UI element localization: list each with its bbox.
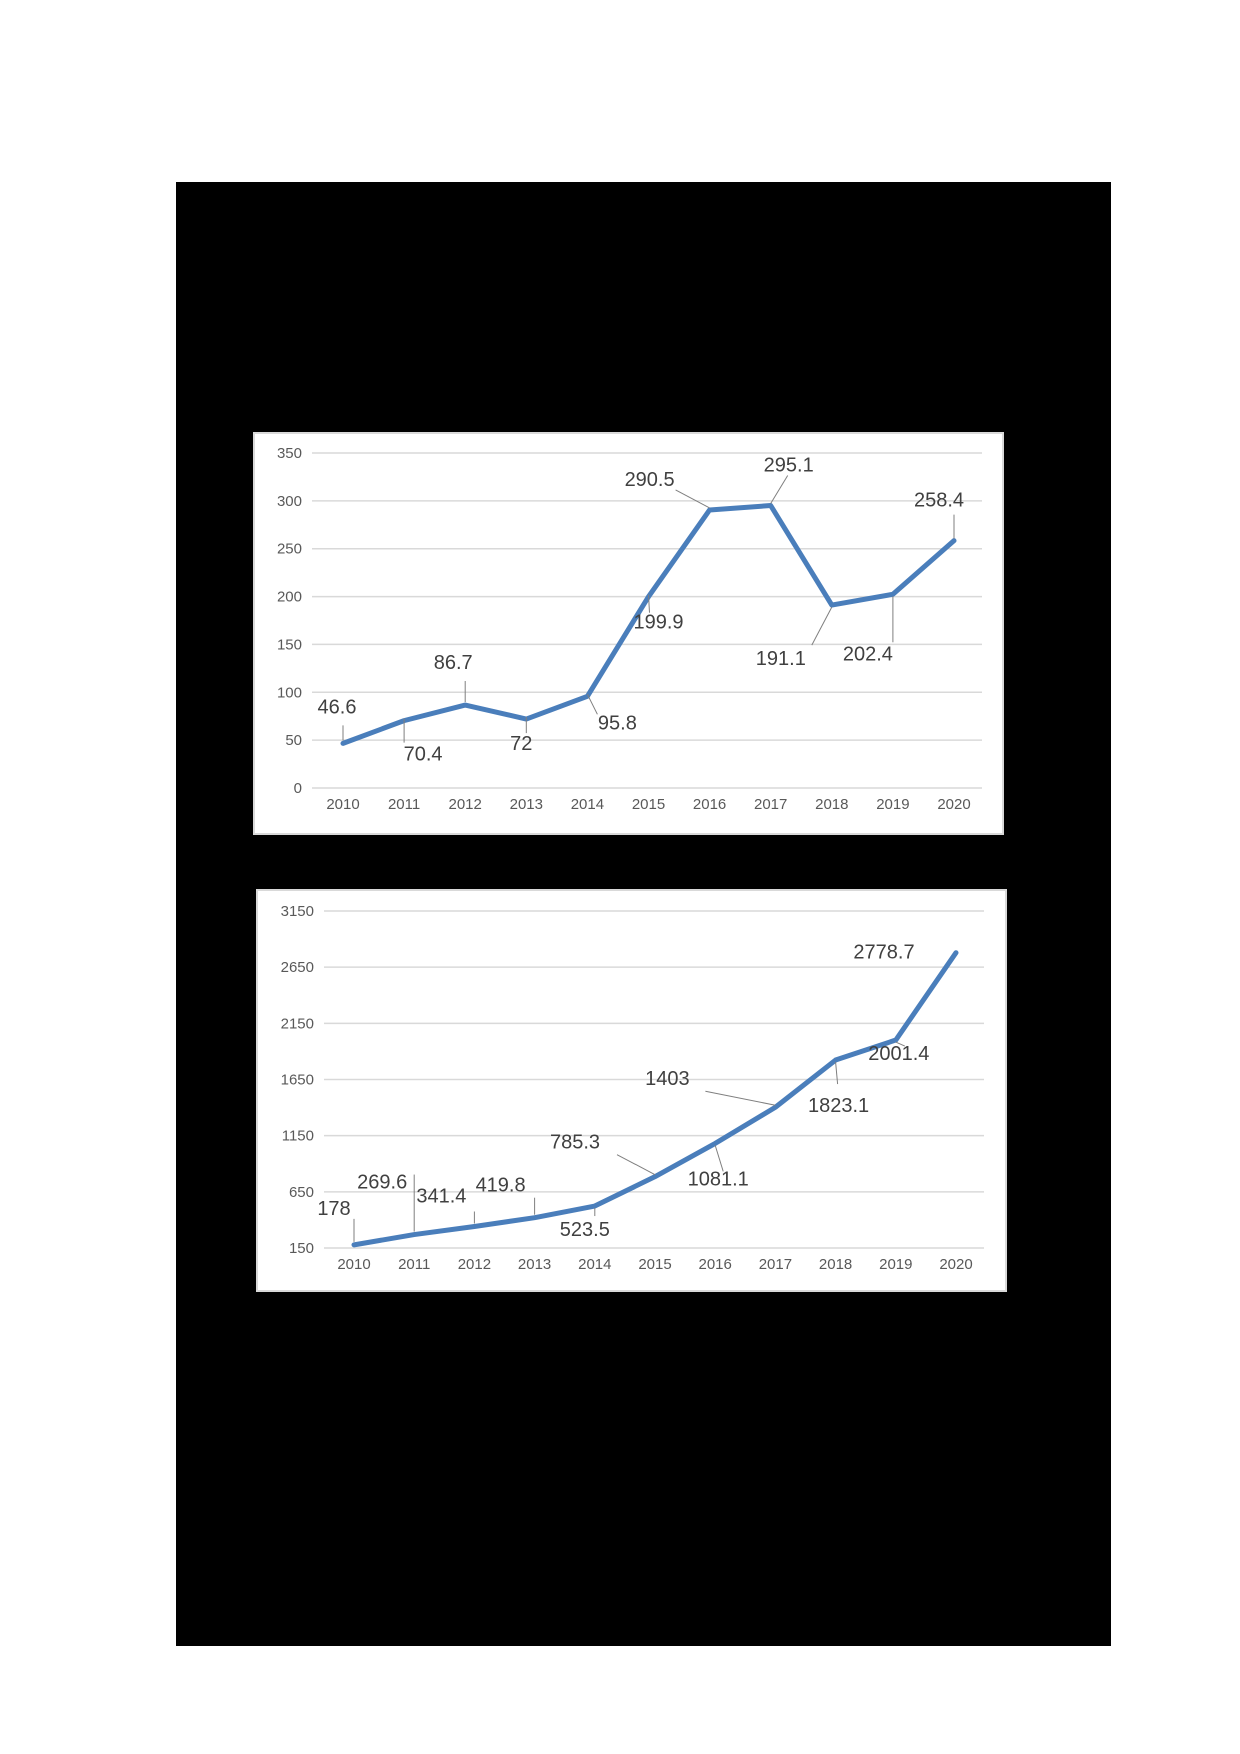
y-axis-tick-label: 2650 — [281, 959, 314, 976]
y-axis-tick-label: 650 — [289, 1184, 314, 1201]
x-axis-tick-label: 2016 — [699, 1256, 732, 1273]
data-label-leader-line — [895, 1041, 906, 1047]
x-axis-tick-label: 2017 — [759, 1256, 792, 1273]
data-point-label: 191.1 — [756, 648, 806, 670]
line-chart-2: 150 650 1150 1650 2150 2650 3150 2010 2011 2012 20… — [281, 903, 984, 1273]
x-axis-tick-label: 2012 — [458, 1256, 491, 1273]
data-point-label: 202.4 — [843, 643, 893, 665]
y-axis-tick-label: 1150 — [282, 1128, 314, 1145]
chart-annual-values-2: 150 650 1150 1650 2150 2650 3150 2010 2011 2012 20… — [256, 889, 1007, 1292]
data-label-leader-line — [835, 1062, 839, 1085]
data-point-label: 785.3 — [550, 1132, 600, 1154]
x-axis-tick-label: 2017 — [754, 796, 787, 813]
data-point-label: 46.6 — [318, 696, 357, 718]
x-axis-tick-label: 2010 — [337, 1256, 370, 1273]
y-axis-tick-label: 150 — [289, 1240, 314, 1257]
x-axis-tick-label: 2018 — [815, 796, 848, 813]
x-axis-tick-label: 2020 — [939, 1256, 972, 1273]
x-axis-tick-label: 2013 — [510, 796, 543, 813]
data-label-leader-line — [616, 1154, 656, 1176]
data-point-label: 269.6 — [357, 1172, 407, 1194]
data-label-leader-line — [705, 1090, 776, 1106]
x-axis-tick-label: 2014 — [571, 796, 604, 813]
data-point-label: 199.9 — [633, 612, 683, 634]
data-label-leader-line — [648, 594, 650, 613]
data-point-label: 258.4 — [914, 490, 964, 512]
data-point-label: 419.8 — [476, 1175, 526, 1197]
line-chart-1: 0 50 100 150 200 250 300 350 2010 2011 2012 2013 201… — [277, 445, 982, 813]
x-axis-tick-label: 2015 — [632, 796, 665, 813]
data-point-label: 2778.7 — [853, 942, 914, 964]
data-label-leader-line — [811, 606, 833, 646]
data-point-label: 523.5 — [560, 1219, 610, 1241]
data-point-label: 86.7 — [434, 652, 473, 674]
data-point-label: 1823.1 — [808, 1095, 869, 1117]
y-axis-tick-label: 150 — [277, 636, 302, 653]
x-axis-tick-label: 2011 — [388, 796, 420, 813]
y-axis-tick-label: 200 — [277, 589, 302, 606]
data-label-leader-line — [770, 475, 789, 504]
x-axis-tick-label: 2014 — [578, 1256, 611, 1273]
x-axis-tick-label: 2018 — [819, 1256, 852, 1273]
x-axis-tick-label: 2013 — [518, 1256, 551, 1273]
data-point-label: 1081.1 — [688, 1168, 749, 1190]
y-axis-tick-label: 3150 — [281, 903, 314, 920]
data-series-line — [351, 950, 959, 1248]
x-axis-tick-label: 2010 — [326, 796, 359, 813]
data-point-label: 290.5 — [625, 469, 675, 491]
data-point-label: 1403 — [645, 1068, 690, 1090]
x-axis-tick-label: 2015 — [638, 1256, 671, 1273]
y-axis-tick-label: 0 — [294, 780, 302, 797]
y-axis-tick-label: 50 — [285, 732, 302, 749]
y-axis-tick-label: 1650 — [281, 1072, 314, 1089]
data-label-leader-line — [714, 1145, 724, 1172]
y-axis-tick-label: 300 — [277, 493, 302, 510]
x-axis-tick-label: 2020 — [937, 796, 970, 813]
data-point-label: 2001.4 — [868, 1043, 929, 1065]
data-point-label: 341.4 — [416, 1185, 466, 1207]
data-point-label: 295.1 — [764, 455, 814, 477]
y-axis-tick-label: 2150 — [281, 1015, 314, 1032]
x-axis-tick-label: 2019 — [876, 796, 909, 813]
y-axis-tick-label: 350 — [277, 445, 302, 462]
x-axis-tick-label: 2012 — [449, 796, 482, 813]
y-axis-tick-label: 250 — [277, 541, 302, 558]
data-label-leader-line — [586, 694, 598, 715]
data-label-leader-line — [675, 489, 710, 509]
chart-annual-values-1: 0 50 100 150 200 250 300 350 2010 2011 2012 2013 201… — [253, 432, 1004, 835]
x-axis-tick-label: 2016 — [693, 796, 726, 813]
data-point-label: 70.4 — [404, 744, 443, 766]
x-axis-tick-label: 2011 — [398, 1256, 430, 1273]
data-point-label: 72 — [510, 733, 532, 755]
data-point-label: 178 — [317, 1198, 350, 1220]
x-axis-tick-label: 2019 — [879, 1256, 912, 1273]
data-point-label: 95.8 — [598, 712, 637, 734]
y-axis-tick-label: 100 — [277, 684, 302, 701]
